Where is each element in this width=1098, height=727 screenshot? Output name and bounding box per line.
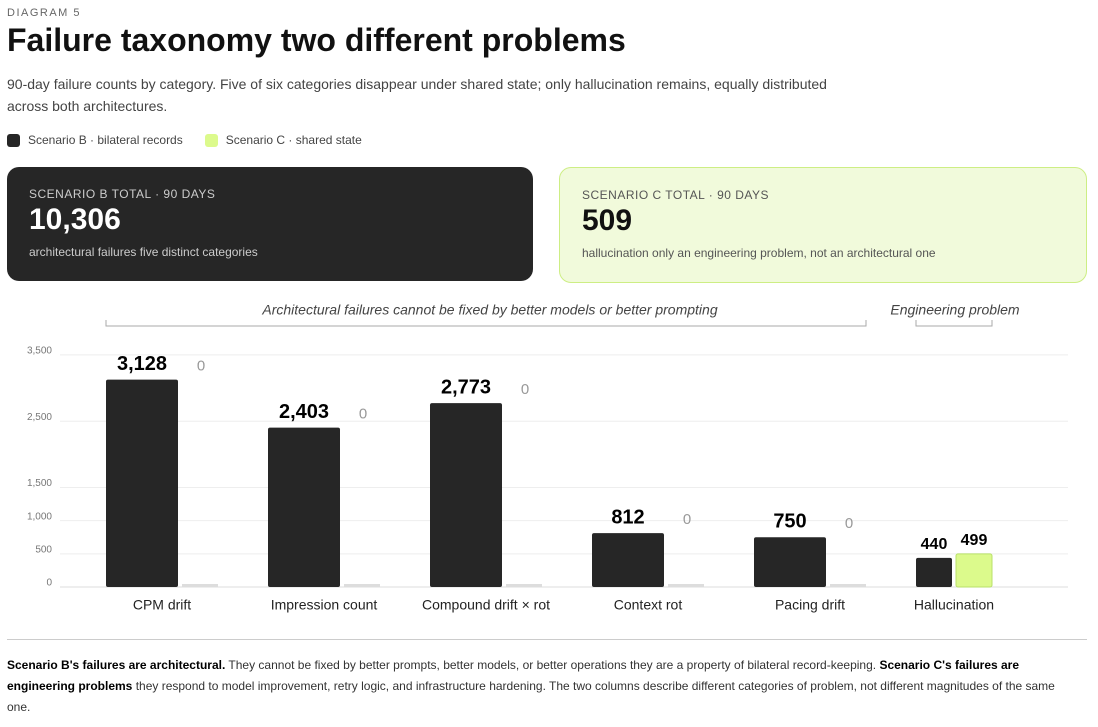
legend-item: Scenario B · bilateral records [7, 133, 183, 147]
chart: 0 500 1,000 1,500 2,500 3,500 Architectural fa… [27, 302, 1068, 613]
bar [754, 537, 826, 587]
bar [344, 584, 380, 587]
bar [506, 584, 542, 587]
legend-swatch [204, 134, 218, 147]
total-card: SCENARIO C TOTAL · 90 DAYS 509 hallucina… [559, 167, 1087, 283]
value-label: 812 [611, 506, 644, 528]
y-tick-label: 3,500 [27, 346, 52, 357]
value-label: 0 [359, 406, 367, 423]
bar [182, 584, 218, 587]
y-tick-label: 1,500 [27, 478, 52, 489]
value-label: 0 [845, 515, 853, 532]
bar [430, 403, 502, 587]
x-tick-label: Hallucination [914, 597, 994, 613]
subtitle: 90-day failure counts by category. Five … [7, 76, 827, 114]
bar [668, 584, 704, 587]
bar [955, 553, 993, 588]
value-label: 750 [773, 511, 806, 533]
value-label: 3,128 [117, 353, 167, 375]
footnote-bold: Scenario B's failures are architectural. [7, 658, 226, 672]
value-label: 0 [197, 358, 205, 375]
legend: Scenario B · bilateral records Scenario … [7, 133, 362, 147]
bar [830, 584, 866, 587]
x-tick-label: Compound drift × rot [422, 597, 550, 613]
y-tick-label: 500 [35, 544, 52, 555]
bar [916, 557, 952, 587]
value-label: 0 [521, 381, 529, 398]
title: Failure taxonomy two different problems [7, 22, 626, 58]
y-tick-label: 1,000 [27, 511, 52, 522]
legend-item: Scenario C · shared state [204, 133, 362, 147]
x-tick-label: Context rot [614, 597, 683, 613]
bracket [105, 320, 867, 327]
card-value: 10,306 [29, 203, 121, 236]
bar [268, 427, 340, 587]
total-card: SCENARIO B TOTAL · 90 DAYS 10,306 archit… [7, 167, 533, 281]
value-label: 2,773 [441, 376, 491, 398]
x-tick-label: Pacing drift [775, 597, 845, 613]
value-label: 499 [961, 532, 988, 549]
value-label: 0 [683, 511, 691, 528]
bar [106, 379, 178, 587]
card-caption: hallucination only an engineering proble… [582, 246, 936, 260]
x-tick-label: Impression count [271, 597, 378, 613]
y-tick-label: 0 [46, 578, 52, 589]
legend-label: Scenario C · shared state [225, 133, 362, 147]
kicker: DIAGRAM 5 [7, 7, 82, 19]
card-label: SCENARIO C TOTAL · 90 DAYS [582, 188, 770, 202]
card-caption: architectural failures five distinct cat… [29, 245, 258, 259]
legend-swatch [7, 134, 20, 147]
x-tick-label: CPM drift [133, 597, 191, 613]
y-tick-label: 2,500 [27, 412, 52, 423]
footnote-text: they respond to model improvement, retry… [7, 679, 1055, 714]
footnote-bold: Scenario C's failures are engineering pr… [7, 658, 1020, 693]
footnote-text: They cannot be fixed by better prompts, … [225, 658, 880, 672]
footnote: Scenario B's failures are architectural.… [7, 655, 1077, 718]
value-label: 2,403 [279, 401, 329, 423]
divider [7, 639, 1087, 640]
value-label: 440 [921, 536, 948, 553]
bracket [915, 320, 993, 327]
legend-label: Scenario B · bilateral records [28, 133, 183, 147]
annotation: Architectural failures cannot be fixed b… [261, 302, 717, 318]
card-value: 509 [582, 204, 633, 237]
bar [592, 533, 664, 587]
card-label: SCENARIO B TOTAL · 90 DAYS [29, 187, 216, 201]
annotation: Engineering problem [890, 302, 1020, 318]
